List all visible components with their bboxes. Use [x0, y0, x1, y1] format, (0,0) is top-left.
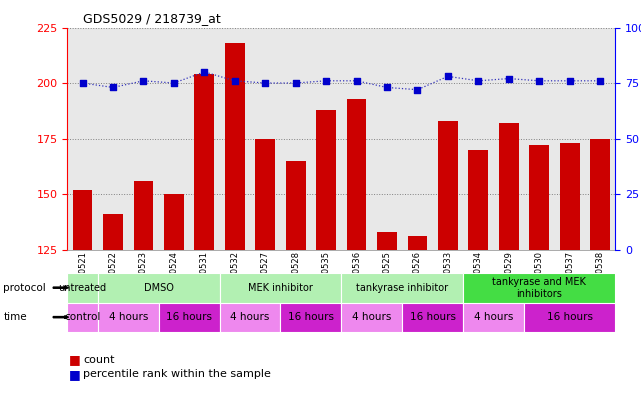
- Bar: [342, 303, 403, 332]
- Point: [565, 78, 575, 84]
- Text: DMSO: DMSO: [144, 283, 174, 293]
- Bar: [499, 123, 519, 393]
- Text: 4 hours: 4 hours: [108, 312, 148, 322]
- Bar: [103, 214, 123, 393]
- Bar: [342, 273, 463, 303]
- Text: tankyrase inhibitor: tankyrase inhibitor: [356, 283, 448, 293]
- Point: [504, 75, 514, 82]
- Text: protocol: protocol: [3, 283, 46, 293]
- Bar: [408, 236, 428, 393]
- Point: [473, 78, 483, 84]
- Text: count: count: [83, 354, 115, 365]
- Text: 4 hours: 4 hours: [352, 312, 392, 322]
- Bar: [281, 303, 341, 332]
- Bar: [133, 181, 153, 393]
- Point: [534, 78, 544, 84]
- Point: [443, 73, 453, 79]
- Bar: [67, 273, 97, 303]
- Point: [199, 69, 210, 75]
- Bar: [560, 143, 579, 393]
- Point: [169, 80, 179, 86]
- Text: 4 hours: 4 hours: [474, 312, 513, 322]
- Text: ■: ■: [69, 367, 81, 381]
- Text: 16 hours: 16 hours: [166, 312, 212, 322]
- Bar: [524, 303, 615, 332]
- Bar: [377, 232, 397, 393]
- Text: 4 hours: 4 hours: [230, 312, 270, 322]
- Text: 16 hours: 16 hours: [547, 312, 593, 322]
- Bar: [219, 273, 342, 303]
- Bar: [316, 110, 336, 393]
- Text: untreated: untreated: [58, 283, 106, 293]
- Point: [351, 78, 362, 84]
- Bar: [463, 273, 615, 303]
- Point: [78, 80, 88, 86]
- Text: 16 hours: 16 hours: [288, 312, 334, 322]
- Point: [138, 78, 149, 84]
- Point: [260, 80, 271, 86]
- Bar: [164, 194, 184, 393]
- Bar: [97, 303, 159, 332]
- Text: GDS5029 / 218739_at: GDS5029 / 218739_at: [83, 12, 221, 25]
- Bar: [219, 303, 281, 332]
- Bar: [590, 139, 610, 393]
- Point: [321, 78, 331, 84]
- Point: [290, 80, 301, 86]
- Bar: [347, 99, 367, 393]
- Text: tankyrase and MEK
inhibitors: tankyrase and MEK inhibitors: [492, 277, 586, 299]
- Bar: [463, 303, 524, 332]
- Text: 16 hours: 16 hours: [410, 312, 456, 322]
- Bar: [225, 43, 245, 393]
- Bar: [67, 303, 97, 332]
- Bar: [438, 121, 458, 393]
- Bar: [529, 145, 549, 393]
- Bar: [97, 273, 219, 303]
- Bar: [469, 150, 488, 393]
- Bar: [158, 303, 219, 332]
- Bar: [255, 139, 275, 393]
- Point: [382, 84, 392, 91]
- Bar: [194, 74, 214, 393]
- Text: ■: ■: [69, 353, 81, 366]
- Point: [412, 86, 422, 93]
- Bar: [72, 189, 92, 393]
- Point: [229, 78, 240, 84]
- Text: control: control: [64, 312, 101, 322]
- Text: percentile rank within the sample: percentile rank within the sample: [83, 369, 271, 379]
- Point: [108, 84, 118, 91]
- Point: [595, 78, 605, 84]
- Bar: [286, 161, 306, 393]
- Text: MEK inhibitor: MEK inhibitor: [248, 283, 313, 293]
- Bar: [403, 303, 463, 332]
- Text: time: time: [3, 312, 27, 322]
